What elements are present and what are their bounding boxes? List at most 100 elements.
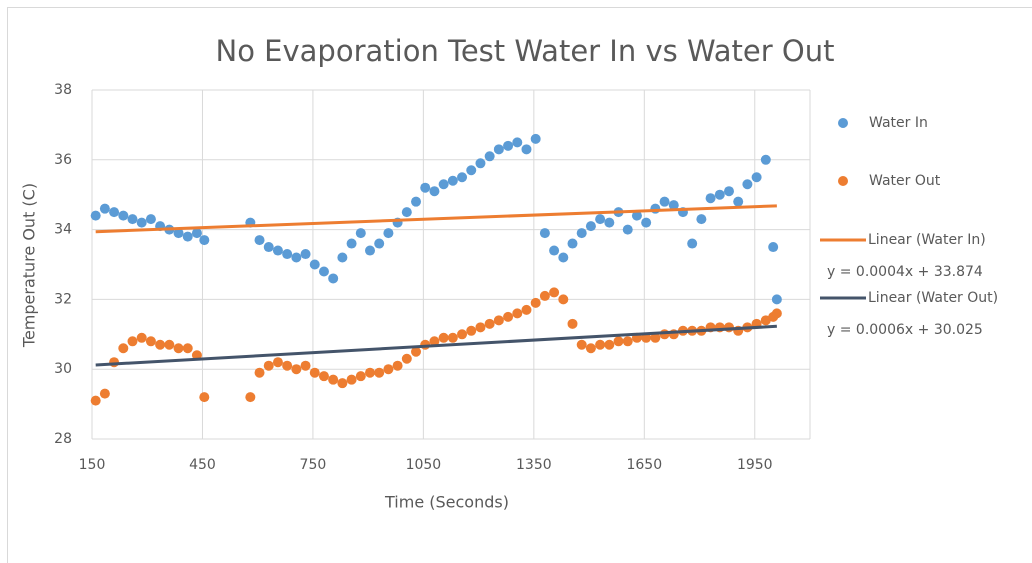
point [145, 336, 156, 347]
y-tick-label: 38 [54, 82, 72, 98]
point [272, 245, 283, 256]
point [650, 203, 661, 214]
point [328, 273, 339, 284]
point [604, 217, 615, 228]
point [447, 332, 458, 343]
point [521, 144, 532, 155]
point [447, 175, 458, 186]
point [521, 304, 532, 315]
x-axis-title: Time (Seconds) [384, 493, 509, 512]
point [374, 238, 385, 249]
point [109, 357, 120, 368]
point [99, 203, 110, 214]
point [291, 252, 302, 263]
point [429, 336, 440, 347]
point [90, 395, 101, 406]
point [411, 346, 422, 357]
point [687, 238, 698, 249]
point [328, 374, 339, 385]
point [127, 214, 138, 225]
point [282, 360, 293, 371]
legend-label: Linear (Water In) [868, 232, 986, 248]
x-tick-label: 1050 [406, 457, 442, 473]
point [512, 137, 523, 148]
point [622, 224, 633, 235]
point [309, 367, 320, 378]
point [539, 290, 550, 301]
point [503, 311, 514, 322]
point [558, 294, 569, 305]
point [309, 259, 320, 270]
point [768, 242, 779, 253]
point [567, 318, 578, 329]
point [272, 357, 283, 368]
y-tick-label: 34 [54, 222, 72, 238]
point [282, 249, 293, 260]
point [530, 133, 541, 144]
point [337, 252, 348, 263]
point [438, 179, 449, 190]
point [641, 217, 652, 228]
point [420, 182, 431, 193]
point [723, 186, 734, 197]
point [457, 329, 468, 340]
point [595, 214, 606, 225]
point [733, 196, 744, 207]
point [668, 200, 679, 211]
trend-equation: y = 0.0004x + 33.874 [827, 264, 983, 280]
point [484, 318, 495, 329]
point [613, 336, 624, 347]
point [155, 339, 166, 350]
point [199, 392, 210, 403]
point [254, 367, 265, 378]
trend-equation: y = 0.0006x + 30.025 [827, 322, 983, 338]
point [291, 364, 302, 375]
point [771, 294, 782, 305]
point [493, 315, 504, 326]
point [576, 228, 587, 239]
point [127, 336, 138, 347]
point [558, 252, 569, 263]
y-tick-label: 36 [54, 152, 72, 168]
legend-label: Water In [869, 115, 928, 131]
point [466, 165, 477, 176]
point [199, 235, 210, 246]
point [503, 140, 514, 151]
point [576, 339, 587, 350]
point [164, 339, 175, 350]
point [475, 322, 486, 333]
point [438, 332, 449, 343]
point [374, 367, 385, 378]
legend-label: Water Out [869, 173, 941, 189]
point [622, 336, 633, 347]
point [355, 228, 366, 239]
point [300, 360, 311, 371]
point [475, 158, 486, 169]
chart-frame [7, 7, 1032, 563]
legend-label: Linear (Water Out) [868, 290, 998, 306]
point [751, 172, 762, 183]
point [173, 228, 184, 239]
point [604, 339, 615, 350]
point [539, 228, 550, 239]
point [493, 144, 504, 155]
point [318, 266, 329, 277]
y-tick-label: 30 [54, 361, 72, 377]
x-tick-label: 750 [300, 457, 327, 473]
point [696, 214, 707, 225]
point [145, 214, 156, 225]
point [300, 249, 311, 260]
point [118, 210, 129, 221]
point [659, 196, 670, 207]
point [466, 325, 477, 336]
point [109, 207, 120, 218]
point [585, 221, 596, 232]
point [99, 388, 110, 399]
point [549, 245, 560, 256]
point [429, 186, 440, 197]
point [136, 332, 147, 343]
point [714, 189, 725, 200]
point [401, 207, 412, 218]
x-tick-label: 1350 [516, 457, 552, 473]
point [650, 332, 661, 343]
